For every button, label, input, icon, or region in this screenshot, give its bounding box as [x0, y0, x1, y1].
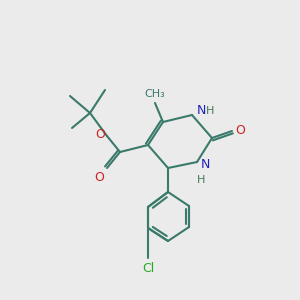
Text: Cl: Cl [142, 262, 154, 275]
Text: H: H [206, 106, 214, 116]
Text: O: O [94, 171, 104, 184]
Text: CH₃: CH₃ [145, 89, 165, 99]
Text: O: O [95, 128, 105, 142]
Text: N: N [201, 158, 210, 170]
Text: H: H [197, 175, 205, 185]
Text: N: N [197, 104, 206, 118]
Text: O: O [235, 124, 245, 137]
